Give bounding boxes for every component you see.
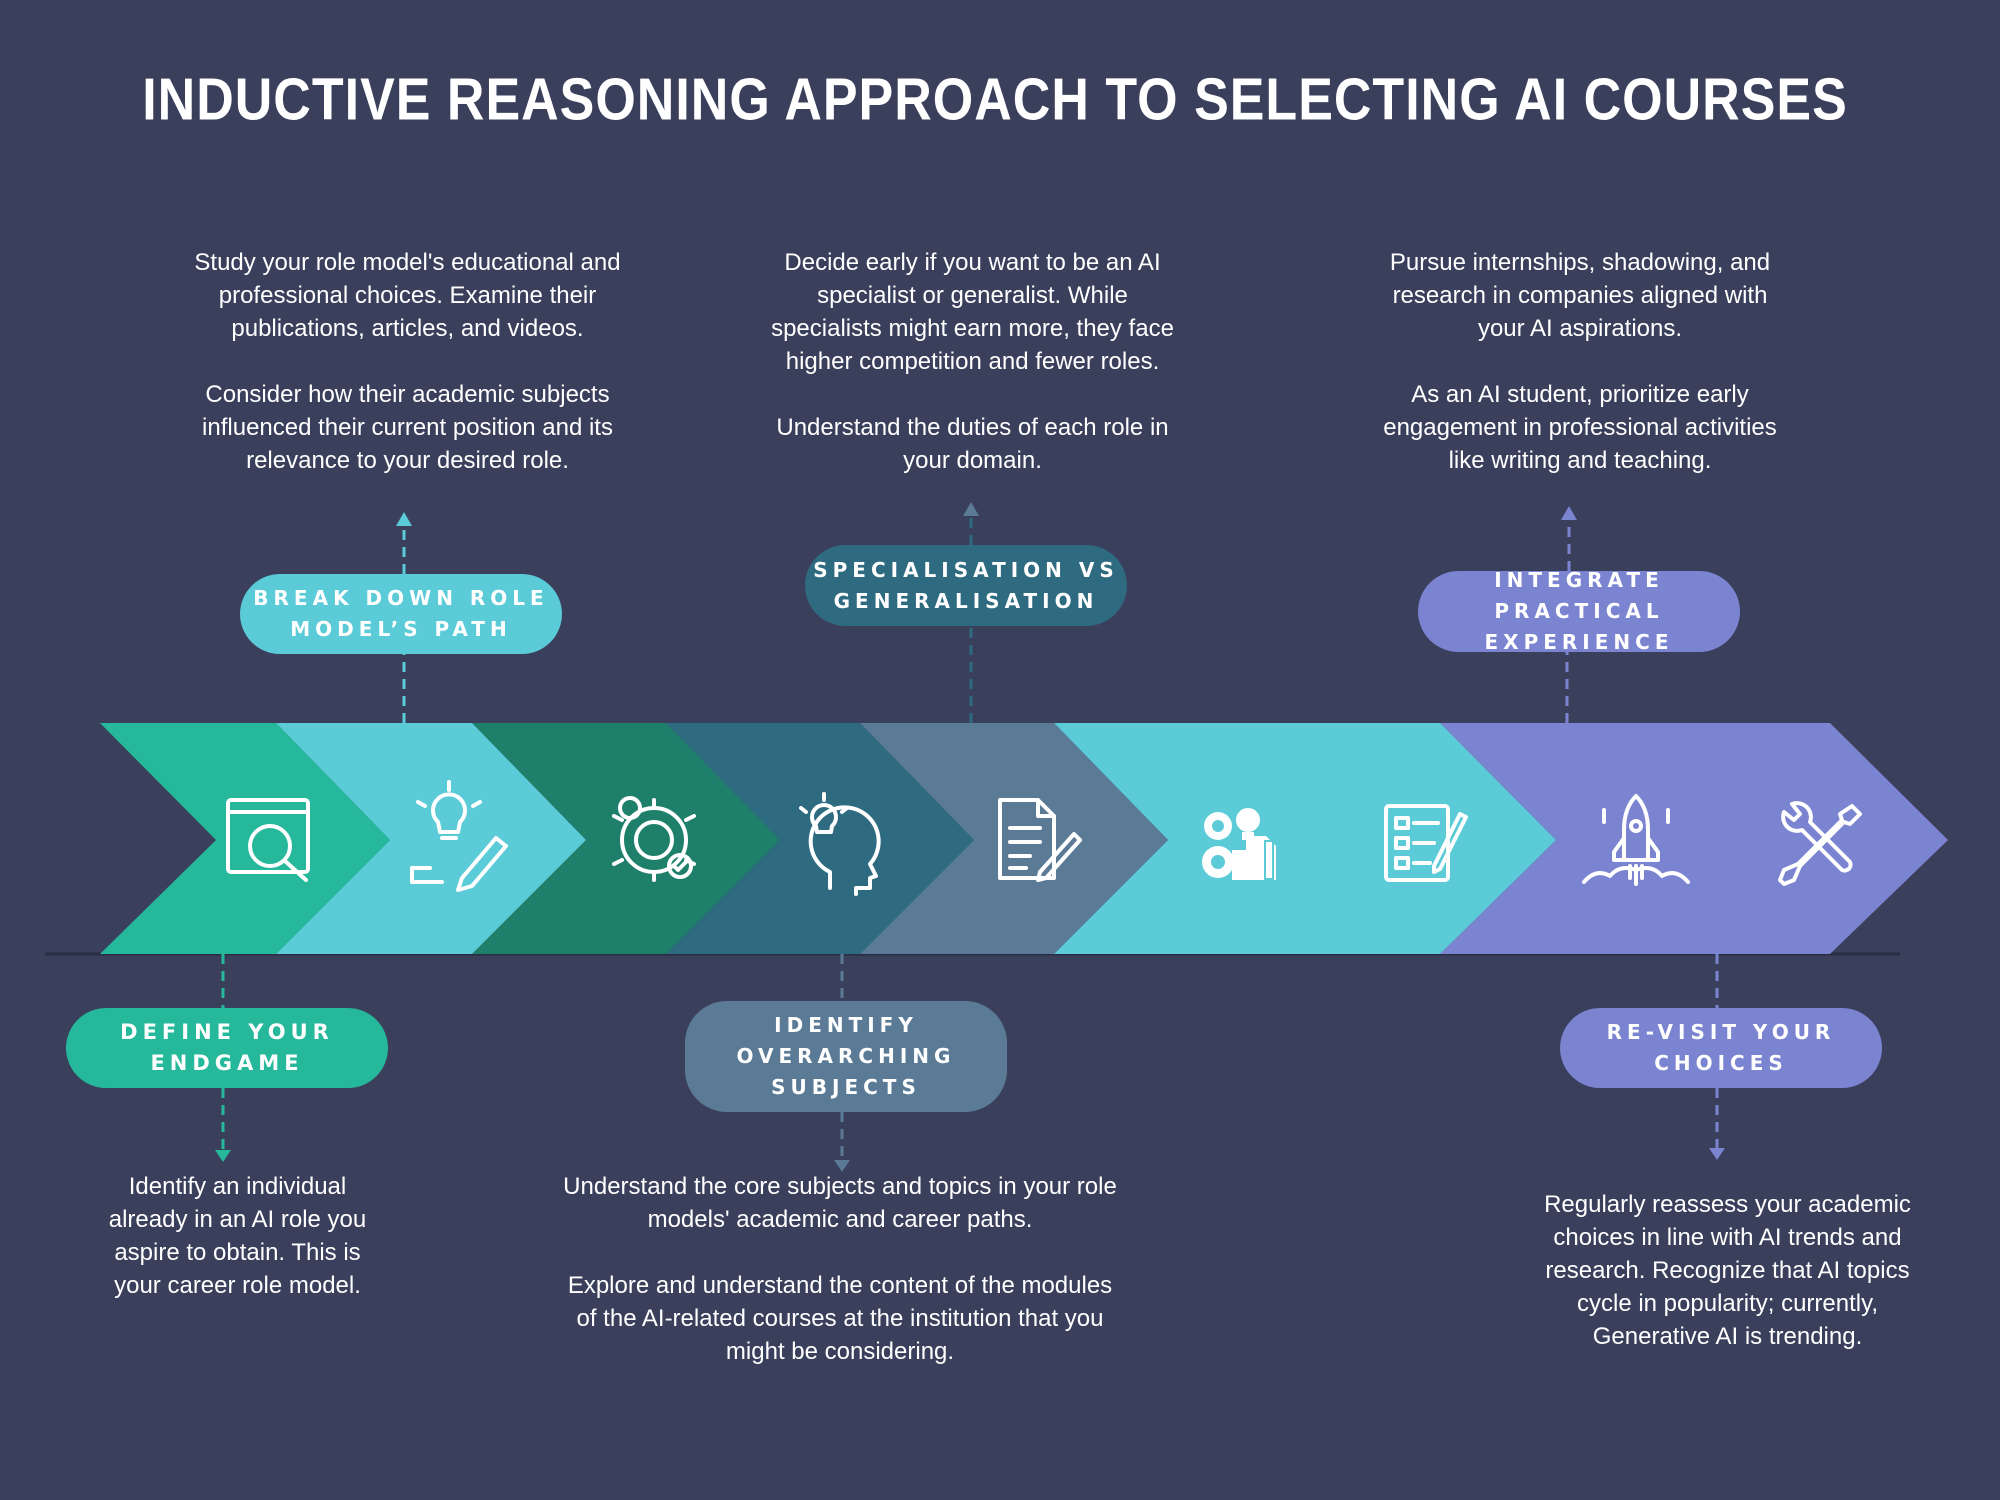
chevron-6 <box>1054 723 1556 954</box>
document-pen-icon <box>998 798 1082 882</box>
chevron-1 <box>100 723 390 954</box>
step-3-description: Understand the core subjects and topics … <box>563 1173 1117 1365</box>
step-3-label: IDENTIFY OVERARCHING SUBJECTS <box>685 1001 1007 1112</box>
step-1-label: DEFINE YOUR ENDGAME <box>66 1008 388 1088</box>
checklist-icon <box>1384 804 1468 882</box>
tools-icon <box>1778 801 1862 886</box>
step-1-description: Identify an individual already in an AI … <box>108 1173 367 1299</box>
arrowhead-step-2 <box>396 512 412 526</box>
step-6-description: Regularly reassess your academic choices… <box>1544 1191 1911 1350</box>
step-4-label: SPECIALISATION VS GENERALISATION <box>805 545 1127 626</box>
page-title: INDUCTIVE REASONING APPROACH TO SELECTIN… <box>142 66 1848 134</box>
search-window-icon <box>226 798 310 882</box>
arrowhead-step-6 <box>1709 1148 1725 1160</box>
chevron-5 <box>860 723 1168 954</box>
step-5-label: INTEGRATE PRACTICAL EXPERIENCE <box>1418 568 1740 654</box>
step-5-description: Pursue internships, shadowing, and resea… <box>1383 249 1777 474</box>
lightbulb-pencil-icon <box>410 780 508 892</box>
gear-check-icon <box>612 796 696 882</box>
step-2-label: BREAK DOWN ROLE MODEL’S PATH <box>240 574 562 654</box>
arrowhead-step-1 <box>215 1150 231 1162</box>
chevron-3 <box>472 723 780 954</box>
chevron-2 <box>276 723 586 954</box>
arrowhead-step-4 <box>963 502 979 516</box>
step-6-label: RE-VISIT YOUR CHOICES <box>1560 1008 1882 1088</box>
arrowhead-step-5 <box>1561 506 1577 520</box>
chevron-4 <box>666 723 974 954</box>
gears-idea-icon <box>1202 808 1276 880</box>
connector-step-5 <box>1565 522 1571 723</box>
chevron-7 <box>1440 723 1948 954</box>
idea-head-icon <box>799 792 881 896</box>
step-4-description: Decide early if you want to be an AI spe… <box>771 249 1174 474</box>
arrowhead-step-3 <box>834 1160 850 1172</box>
step-2-description: Study your role model's educational and … <box>194 249 621 474</box>
rocket-icon <box>1582 794 1690 886</box>
